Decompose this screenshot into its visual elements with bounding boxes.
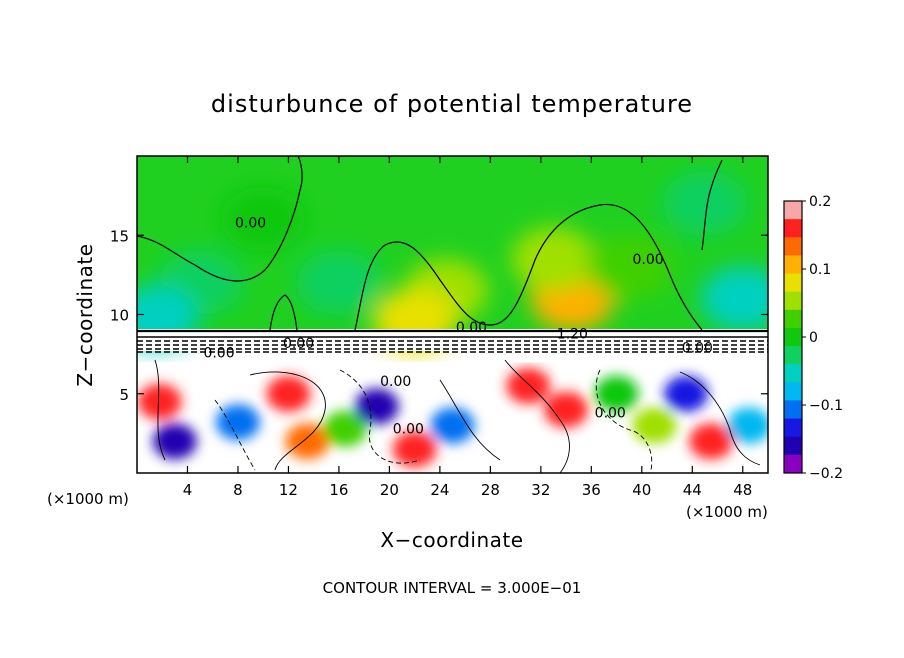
contour-label: 0.00: [456, 320, 487, 336]
field-patch: [152, 423, 197, 460]
y-axis: 5 10 15: [110, 227, 768, 404]
contour-label: 0.00: [633, 252, 664, 268]
colorbar-swatch: [784, 400, 802, 420]
contour-label: 0.00: [393, 421, 424, 437]
colorbar-tick-label: −0.1: [809, 398, 843, 414]
contour-label: 0.00: [380, 374, 411, 390]
x-tick-label: 44: [683, 481, 702, 499]
x-axis-label: X−coordinate: [380, 528, 523, 552]
colorbar-swatch: [784, 291, 802, 311]
colorbar-swatch: [784, 201, 802, 220]
field-patch: [137, 383, 182, 420]
colorbar-swatch: [784, 255, 802, 275]
inversion-contours: [137, 329, 768, 353]
field-patch: [511, 227, 596, 292]
colorbar-tick-label: 0.1: [809, 262, 831, 278]
field-patch: [689, 423, 734, 460]
colorbar-swatch: [784, 418, 802, 438]
colorbar-swatch: [784, 436, 802, 456]
colorbar-swatch: [784, 309, 802, 329]
x-tick-label: 40: [632, 481, 651, 499]
x-tick-label: 20: [380, 481, 399, 499]
field-patch: [392, 431, 437, 468]
x-unit-left: (×1000 m): [47, 490, 129, 508]
field-patch: [323, 410, 368, 447]
x-tick-label: 48: [733, 481, 752, 499]
lower-contours: [154, 359, 761, 473]
x-tick-label: 16: [329, 481, 348, 499]
x-tick-label: 24: [430, 481, 449, 499]
colorbar-tick-label: 0: [809, 330, 818, 346]
field-patch: [700, 266, 768, 331]
colorbar-swatch: [784, 273, 802, 293]
field-patch: [544, 391, 589, 428]
field-patch: [506, 367, 551, 404]
field-patch: [266, 375, 311, 412]
plot-area: 0.00 0.00 0.00 1.20 0.00 0.00 0.00 0.00 0.00 0.00: [137, 156, 768, 473]
x-unit-right: (×1000 m): [686, 503, 768, 521]
contour-label: 0.00: [235, 215, 266, 231]
field-patch: [354, 388, 399, 425]
contour-label: 0.00: [203, 345, 234, 361]
field-patch: [632, 407, 677, 444]
field-patch: [587, 234, 672, 299]
field-patch: [662, 171, 747, 236]
y-tick-label: 5: [119, 386, 129, 404]
colorbar-swatch: [784, 382, 802, 401]
x-tick-label: 32: [531, 481, 550, 499]
field-patch: [296, 250, 381, 315]
x-tick-label: 12: [279, 481, 298, 499]
colorbar-tick-label: 0.2: [809, 194, 831, 210]
colorbar-swatch: [784, 346, 802, 365]
x-axis: 4 8 12 16 20 24 28 32 36 40 44 48: [183, 156, 752, 499]
lower-background: [137, 332, 768, 473]
x-tick-label: 36: [582, 481, 601, 499]
field-patch: [727, 407, 768, 444]
y-tick-label: 10: [110, 307, 129, 325]
zero-contours: [137, 156, 723, 331]
field-patch: [430, 407, 475, 444]
contour-labels: 0.00 0.00 0.00 1.20 0.00 0.00 0.00 0.00 0.00 0.00: [203, 215, 712, 437]
field-patch: [221, 187, 306, 252]
field-patch: [215, 404, 260, 441]
contour-label: 0.00: [595, 406, 626, 422]
contour-label: 1.20: [557, 326, 588, 342]
colorbar: 0.2 0.1 0 −0.1 −0.2: [783, 194, 843, 482]
y-axis-label: Z−coordinate: [73, 243, 97, 386]
colorbar-tick-label: −0.2: [809, 466, 843, 482]
x-tick-label: 28: [481, 481, 500, 499]
colorbar-swatch: [784, 327, 802, 347]
colorbar-swatch: [784, 237, 802, 256]
contour-interval-footer: CONTOUR INTERVAL = 3.000E−01: [323, 579, 582, 597]
colorbar-swatch: [784, 454, 802, 474]
field-patch: [594, 375, 639, 412]
field-patch: [663, 375, 708, 412]
contour-label: 0.00: [283, 336, 314, 352]
chart-title: disturbunce of potential temperature: [211, 90, 693, 118]
colorbar-swatch: [784, 364, 802, 383]
x-tick-label: 8: [233, 481, 243, 499]
contour-label: 0.00: [682, 341, 713, 357]
y-tick-label: 15: [110, 227, 129, 245]
field-patch: [285, 423, 330, 460]
x-tick-label: 4: [183, 481, 193, 499]
colorbar-swatch: [784, 219, 802, 238]
